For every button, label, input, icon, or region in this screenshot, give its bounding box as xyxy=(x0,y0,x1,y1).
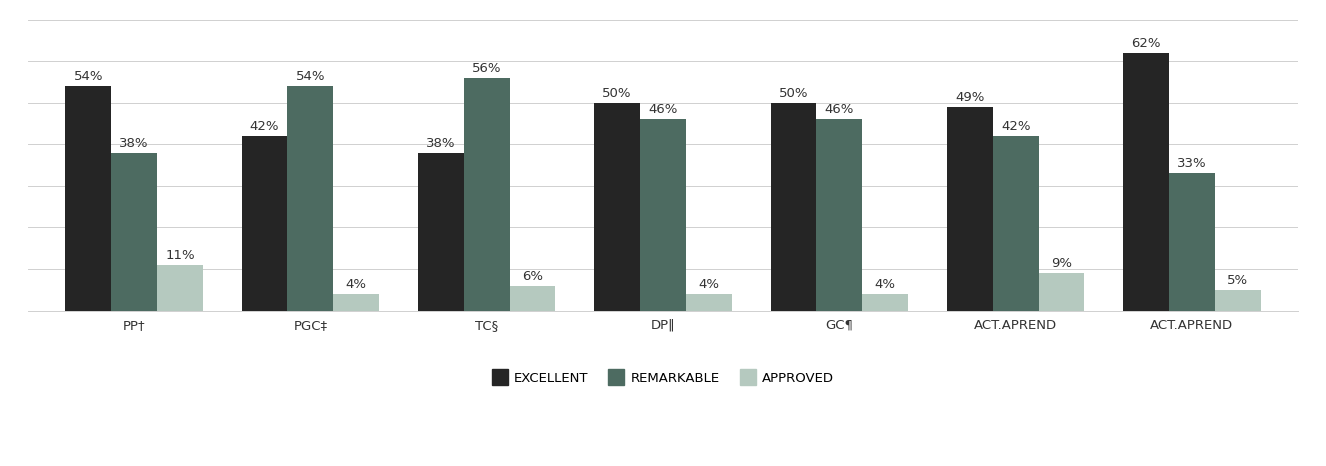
Text: 38%: 38% xyxy=(119,137,149,150)
Text: 11%: 11% xyxy=(164,249,195,262)
Bar xyxy=(1170,173,1215,310)
Text: 4%: 4% xyxy=(346,278,367,291)
Bar xyxy=(770,103,817,310)
Text: 5%: 5% xyxy=(1228,274,1248,287)
Bar xyxy=(1215,290,1261,310)
Bar xyxy=(418,153,464,310)
Text: 50%: 50% xyxy=(778,87,809,100)
Text: 42%: 42% xyxy=(1001,120,1030,133)
Bar xyxy=(65,86,111,310)
Bar xyxy=(594,103,640,310)
Text: 33%: 33% xyxy=(1177,158,1207,171)
Bar xyxy=(817,119,862,310)
Bar xyxy=(686,294,732,310)
Bar xyxy=(862,294,908,310)
Text: 46%: 46% xyxy=(825,103,854,116)
Bar xyxy=(111,153,156,310)
Bar xyxy=(288,86,333,310)
Bar xyxy=(1123,53,1170,310)
Text: 42%: 42% xyxy=(249,120,280,133)
Bar xyxy=(1038,273,1085,310)
Text: 6%: 6% xyxy=(522,270,544,283)
Text: 62%: 62% xyxy=(1131,37,1160,50)
Text: 4%: 4% xyxy=(699,278,719,291)
Text: 54%: 54% xyxy=(296,70,325,83)
Bar xyxy=(993,136,1038,310)
Text: 56%: 56% xyxy=(472,62,501,75)
Bar xyxy=(333,294,379,310)
Text: 9%: 9% xyxy=(1052,257,1071,270)
Bar xyxy=(947,107,993,310)
Text: 38%: 38% xyxy=(426,137,456,150)
Text: 4%: 4% xyxy=(875,278,895,291)
Bar xyxy=(241,136,288,310)
Bar xyxy=(640,119,686,310)
Bar xyxy=(156,265,203,310)
Text: 50%: 50% xyxy=(602,87,633,100)
Text: 54%: 54% xyxy=(73,70,103,83)
Text: 49%: 49% xyxy=(955,91,984,104)
Bar xyxy=(464,78,509,310)
Legend: EXCELLENT, REMARKABLE, APPROVED: EXCELLENT, REMARKABLE, APPROVED xyxy=(492,369,834,385)
Text: 46%: 46% xyxy=(648,103,678,116)
Bar xyxy=(509,286,556,310)
